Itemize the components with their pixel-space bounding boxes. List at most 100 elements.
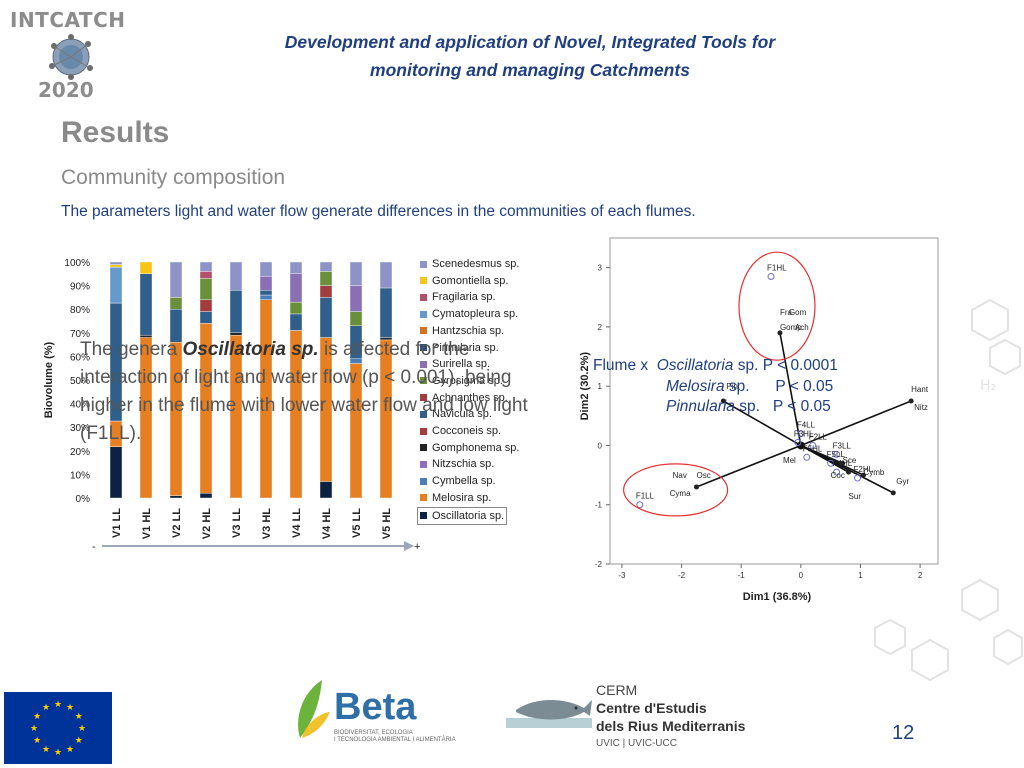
legend-item: Melosira sp. [420,490,491,506]
species-label: Cyma [670,489,691,498]
legend-swatch [420,494,427,502]
star-icon: ★ [33,711,41,721]
legend-item: Cocconeis sp. [420,423,501,439]
species-label: Nav [673,471,687,480]
presentation-title: Development and application of Novel, In… [200,28,860,84]
bar-segment [109,266,123,304]
flume-statistics: Flume x Oscillatoria sp. P < 0.0001 Melo… [593,356,838,418]
vector-tip [777,330,783,336]
highlight-ellipse-bottom [622,463,729,517]
legend-label: Oscillatoria sp. [432,509,505,522]
x-tick-label: V1 LL [111,508,123,538]
site-label: F3HL [794,429,814,438]
star-icon: ★ [54,699,62,709]
bar-segment [199,271,213,279]
gradient-arrow-head [404,541,414,551]
bar-segment [259,261,273,277]
site-point [767,273,775,281]
legend-label: Hantzschia sp. [432,324,505,337]
legend-label: Navicula sp. [432,408,492,421]
y-tick-label: 1 [598,382,603,391]
axis-plus-label: + [414,541,420,553]
legend-item: Scenedesmus sp. [420,256,519,272]
bar-segment [379,287,393,338]
bar-segment [139,273,153,336]
legend-label: Gomontiella sp. [432,274,509,287]
bar-segment [259,294,273,300]
flume-stat-pinnularia: Pinnularia sp. P < 0.05 [666,398,831,415]
x-tick-label: V3 HL [261,508,273,539]
y-tick-label: -2 [595,560,603,569]
bar-segment [199,311,213,324]
bar-segment [259,275,273,291]
bar-segment [379,261,393,289]
y-axis-label: Biovolume (%) [43,341,55,418]
x-tick-label: V4 HL [321,508,333,539]
site-label: F1HL [767,264,787,273]
legend-item: Oscillatoria sp. [417,506,508,525]
y-tick-label: 0% [76,494,91,505]
legend-swatch [420,360,427,368]
bar-segment [289,261,303,275]
axis-minus-label: - [92,541,96,553]
x-tick-label: -2 [678,571,686,580]
legend-item: Pinnularia sp. [420,340,499,356]
bar-segment [349,285,363,312]
legend-item: Gyrosigma sp. [420,373,503,389]
pca-biplot: -3 -2 -1 0 1 2 -2 -1 0 1 2 3 Dim1 (36.8%) Dim2 (30.2%… [579,237,939,603]
x-tick-label: V2 LL [171,508,183,538]
species-label: Pin [726,382,738,391]
legend-label: Surirella sp. [432,358,491,371]
bar-segment [199,493,213,499]
legend-label: Cymbella sp. [432,475,496,488]
legend-item: Hantzschia sp. [420,323,504,339]
cerm-name-2: dels Rius Mediterranis [596,718,746,734]
legend-swatch [420,327,427,335]
legend-swatch [420,344,427,352]
loading-vector [696,444,802,488]
section-subtitle: Community composition [61,166,286,189]
species-label: Nitz [914,403,928,412]
bar-segment [169,495,183,499]
y-tick-label: 10% [70,470,90,481]
species-label: Coc [831,471,845,480]
y-tick-label: -1 [595,501,603,510]
plot-frame [609,237,939,565]
note-post: is affected for the interaction of light… [80,339,528,444]
beta-subtitle-1: BIODIVERSITAT, ECOLOGIA [334,730,413,736]
eu-flag-logo: ★★★★★★★★★ ★ ★★ [4,692,112,764]
loading-vector [779,332,802,446]
legend-item: Gomontiella sp. [420,273,508,289]
site-point [794,438,802,446]
legend-item: Cymatopleura sp. [420,306,518,322]
legend-label: Cymatopleura sp. [432,308,519,321]
origin-point [796,441,805,450]
bar-segment [319,261,333,272]
stacked-bar-chart: 0% 10% 20% 30% 40% 50% 60% 70% 80% 90% 100% Biovolu… [43,258,420,553]
bar-segment [199,278,213,300]
intcatch-logo: INTCATCH 2020 [8,6,138,102]
hexagon-decoration: H₂ [874,298,1023,682]
bar-segment [289,273,303,303]
species-label: Sce [843,456,857,465]
bar-segment [199,261,213,272]
site-label: F2HL [853,465,873,474]
legend-swatch [420,512,427,520]
site-point [636,501,644,509]
bar-segment [319,271,333,286]
x-tick-label: 1 [858,571,863,580]
vector-tip [720,398,726,404]
x-tick-label: V5 LL [351,508,363,538]
bar-segment [199,299,213,312]
vector-tip [860,472,866,478]
species-label: Gomp [780,323,802,332]
site-point [827,459,835,467]
loading-vector [800,444,849,473]
legend-label: Scenedesmus sp. [432,258,520,270]
legend-label: Cocconeis sp. [432,425,502,437]
flume-stat-melosira: Melosira sp. P < 0.05 [666,377,834,395]
bar-segment [229,332,243,336]
section-description: The parameters light and water flow gene… [61,203,696,220]
page-number: 12 [892,722,915,744]
site-label: F2LL [809,432,828,441]
